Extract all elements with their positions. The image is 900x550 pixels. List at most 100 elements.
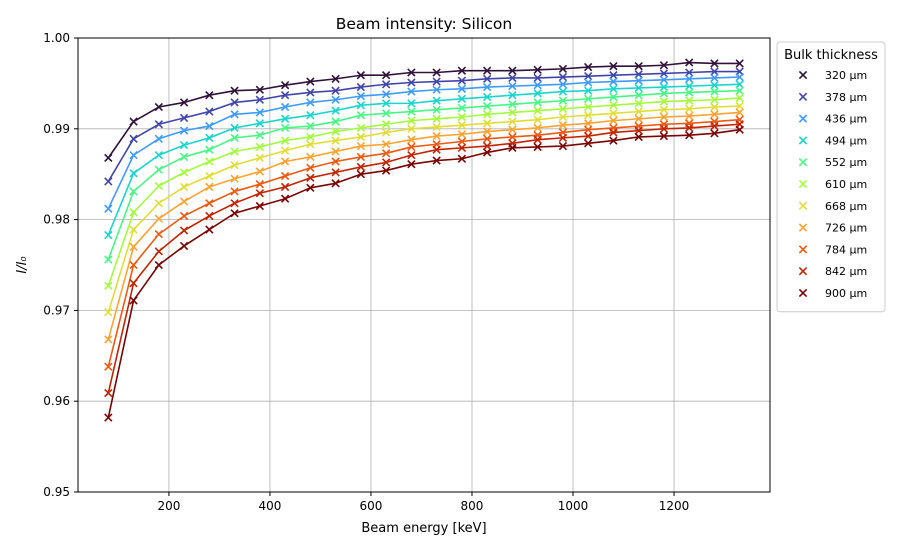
legend-marker	[798, 288, 808, 298]
data-point-marker	[154, 260, 163, 270]
data-point-marker	[205, 171, 214, 181]
data-point-marker	[634, 76, 643, 85]
data-point-marker	[407, 116, 416, 125]
data-point-marker	[685, 68, 694, 77]
data-point-marker	[533, 73, 542, 83]
data-point-marker	[609, 77, 618, 86]
data-point-marker	[735, 108, 744, 117]
legend-marker	[798, 114, 808, 123]
data-point-marker	[558, 87, 568, 96]
series-784m	[104, 115, 744, 371]
data-point-marker	[407, 135, 416, 144]
x-tick-label: 1200	[659, 499, 690, 513]
data-point-marker	[508, 108, 517, 117]
data-point-marker	[609, 61, 618, 71]
data-point-marker	[179, 98, 189, 107]
data-point-marker	[306, 173, 315, 182]
data-point-marker	[482, 148, 492, 157]
data-point-marker	[710, 87, 719, 96]
data-point-marker	[230, 160, 239, 170]
legend-marker	[798, 70, 808, 80]
data-point-marker	[356, 123, 366, 133]
data-point-marker	[331, 106, 340, 115]
data-point-marker	[280, 171, 290, 181]
data-point-marker	[230, 187, 239, 196]
data-point-marker	[710, 67, 719, 76]
data-point-marker	[381, 99, 391, 108]
data-point-marker	[280, 136, 290, 145]
x-tick-label: 800	[461, 499, 484, 513]
data-point-marker	[432, 131, 441, 141]
data-point-marker	[280, 182, 290, 192]
data-point-marker	[432, 156, 441, 165]
data-point-marker	[659, 61, 669, 70]
legend-label: 494 μm	[825, 134, 867, 147]
data-point-marker	[104, 281, 113, 291]
data-point-marker	[104, 230, 113, 240]
data-point-marker	[306, 163, 315, 173]
data-point-marker	[583, 62, 593, 72]
y-tick-label: 0.99	[43, 122, 70, 136]
data-point-marker	[432, 85, 441, 94]
series-668m	[104, 101, 744, 317]
data-point-marker	[634, 126, 643, 135]
series-842m	[104, 120, 744, 398]
data-point-marker	[482, 119, 492, 128]
data-point-marker	[331, 117, 340, 126]
series-line	[107, 83, 740, 236]
data-point-marker	[583, 111, 593, 120]
legend-label: 610 μm	[825, 178, 867, 191]
data-point-marker	[104, 413, 113, 422]
data-point-marker	[179, 211, 189, 221]
data-point-marker	[255, 130, 265, 140]
data-point-marker	[356, 152, 366, 162]
data-point-marker	[457, 121, 467, 130]
data-point-marker	[508, 143, 517, 153]
data-point-marker	[205, 225, 214, 234]
data-point-marker	[331, 136, 340, 145]
data-point-marker	[457, 112, 467, 122]
data-point-marker	[407, 150, 416, 160]
y-tick-label: 1.00	[43, 31, 70, 45]
data-point-marker	[407, 142, 416, 152]
data-point-marker	[685, 123, 694, 133]
data-point-marker	[356, 162, 366, 172]
data-point-marker	[179, 182, 189, 192]
legend-item: 900 μm	[798, 287, 867, 300]
series-line	[107, 61, 740, 159]
data-point-marker	[331, 157, 340, 166]
data-point-marker	[634, 91, 643, 100]
data-point-marker	[129, 225, 138, 234]
series-line	[107, 128, 740, 418]
data-point-marker	[407, 99, 416, 108]
data-point-marker	[356, 141, 366, 151]
data-point-marker	[533, 142, 542, 152]
axes: 200 400 600 800 1000 1200 0.95 0.96 0.97 0.98 0.99…	[43, 31, 689, 513]
legend-label: 784 μm	[825, 243, 867, 256]
data-point-marker	[609, 101, 618, 110]
legend-marker	[798, 158, 808, 167]
data-point-marker	[381, 158, 391, 167]
data-point-marker	[558, 96, 568, 105]
data-point-marker	[659, 69, 669, 78]
series-552m	[104, 86, 744, 264]
data-point-marker	[179, 140, 189, 150]
data-point-marker	[356, 82, 366, 92]
series-378m	[104, 67, 744, 186]
data-point-marker	[558, 104, 568, 113]
data-point-marker	[634, 107, 643, 116]
data-point-marker	[306, 132, 315, 142]
data-point-marker	[558, 72, 568, 82]
data-point-marker	[104, 153, 113, 163]
data-point-marker	[583, 71, 593, 81]
data-point-marker	[685, 111, 694, 121]
data-point-marker	[381, 149, 391, 158]
data-point-marker	[356, 71, 366, 80]
data-point-marker	[634, 70, 643, 79]
data-point-marker	[710, 102, 719, 112]
legend-label: 436 μm	[825, 113, 867, 126]
data-point-marker	[255, 167, 265, 176]
data-point-marker	[154, 214, 163, 223]
data-point-marker	[508, 117, 517, 126]
legend-label: 378 μm	[825, 91, 867, 104]
